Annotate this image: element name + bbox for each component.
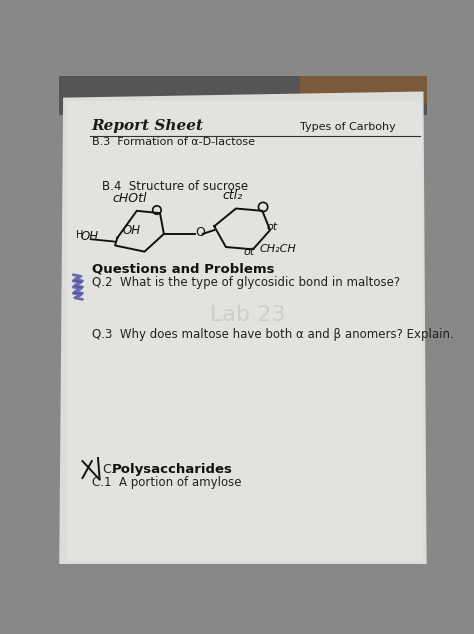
FancyBboxPatch shape bbox=[67, 101, 422, 561]
Text: H: H bbox=[76, 230, 84, 240]
Text: C.: C. bbox=[102, 463, 115, 476]
Polygon shape bbox=[59, 91, 427, 564]
Text: Questions and Problems: Questions and Problems bbox=[92, 262, 274, 275]
Text: Types of Carbohy: Types of Carbohy bbox=[300, 122, 395, 132]
Text: OH: OH bbox=[123, 224, 141, 237]
Text: C.1  A portion of amylose: C.1 A portion of amylose bbox=[92, 476, 241, 489]
Text: ot: ot bbox=[267, 222, 278, 232]
Text: B.4  Structure of sucrose: B.4 Structure of sucrose bbox=[102, 180, 248, 193]
Text: CH₂CH: CH₂CH bbox=[259, 243, 296, 254]
Text: ot: ot bbox=[244, 247, 255, 257]
FancyBboxPatch shape bbox=[59, 76, 427, 115]
Text: Lab 23: Lab 23 bbox=[210, 305, 286, 325]
Text: Q.2  What is the type of glycosidic bond in maltose?: Q.2 What is the type of glycosidic bond … bbox=[92, 276, 400, 288]
Text: Q.3  Why does maltose have both α and β anomers? Explain.: Q.3 Why does maltose have both α and β a… bbox=[92, 328, 454, 341]
Text: OH: OH bbox=[81, 230, 99, 243]
Text: Report Sheet: Report Sheet bbox=[92, 119, 204, 133]
Text: ctl₂: ctl₂ bbox=[222, 190, 242, 202]
Text: B.3  Formation of α-D-lactose: B.3 Formation of α-D-lactose bbox=[92, 138, 255, 147]
Text: O: O bbox=[195, 226, 205, 239]
Text: Polysaccharides: Polysaccharides bbox=[112, 463, 233, 476]
FancyBboxPatch shape bbox=[300, 76, 427, 103]
Text: cHOtl: cHOtl bbox=[112, 191, 146, 205]
